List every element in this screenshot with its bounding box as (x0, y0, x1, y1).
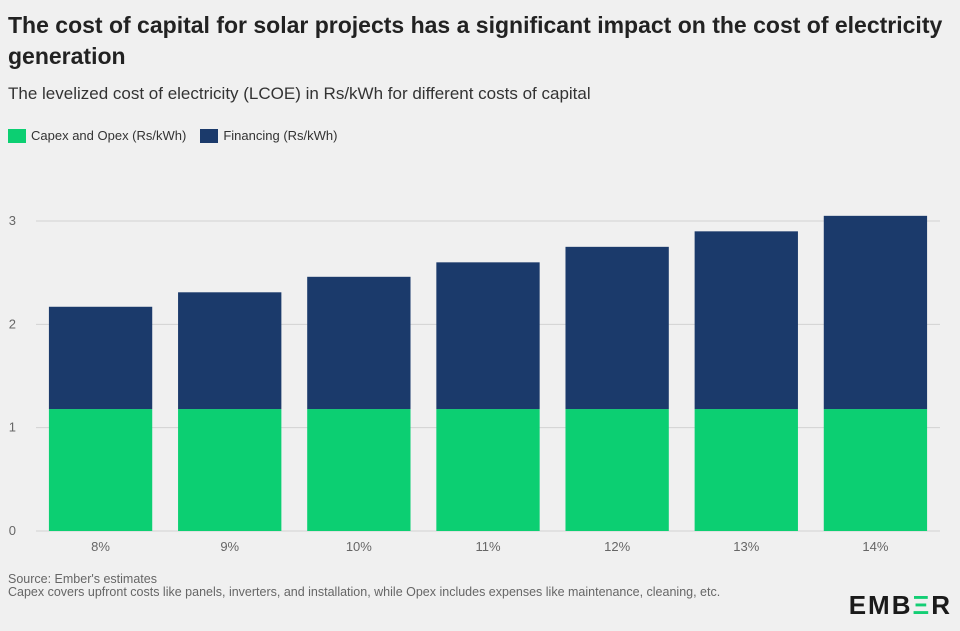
chart-subtitle: The levelized cost of electricity (LCOE)… (8, 84, 591, 103)
bar-capex-9% (178, 409, 282, 531)
y-tick-label: 0 (9, 523, 16, 538)
x-tick-label: 13% (733, 539, 759, 554)
ember-logo: EMBΞR (849, 590, 952, 621)
x-tick-label: 11% (475, 539, 500, 554)
bar-financing-10% (307, 276, 411, 410)
legend-label-capex: Capex and Opex (Rs/kWh) (31, 128, 187, 143)
x-tick-label: 9% (220, 539, 239, 554)
bar-capex-13% (694, 409, 798, 531)
x-tick-label: 12% (604, 539, 630, 554)
legend-item-capex: Capex and Opex (Rs/kWh) (8, 128, 186, 143)
y-tick-label: 2 (9, 316, 16, 331)
bar-financing-12% (565, 246, 669, 410)
chart-footer: Source: Ember's estimates Capex covers u… (8, 573, 808, 599)
bar-financing-13% (694, 231, 798, 410)
legend-swatch-financing (200, 128, 219, 143)
y-tick-label: 3 (9, 213, 16, 228)
legend-swatch-capex (8, 128, 26, 143)
bar-financing-11% (436, 262, 540, 410)
chart-title: The cost of capital for solar projects h… (8, 12, 943, 69)
chart-legend: Capex and Opex (Rs/kWh) Financing (Rs/kW… (8, 128, 351, 143)
bar-capex-10% (307, 409, 411, 531)
bar-capex-8% (48, 409, 153, 531)
bar-financing-8% (48, 306, 153, 410)
source-note: Source: Ember's estimates (8, 572, 157, 586)
x-tick-label: 8% (91, 539, 110, 554)
legend-label-financing: Financing (Rs/kWh) (223, 128, 338, 143)
bar-capex-11% (436, 409, 540, 531)
y-tick-label: 1 (9, 420, 16, 435)
bar-capex-14% (823, 409, 928, 531)
x-tick-label: 10% (346, 539, 372, 554)
definition-note: Capex covers upfront costs like panels, … (8, 585, 721, 599)
legend-item-financing: Financing (Rs/kWh) (200, 128, 337, 143)
bar-capex-12% (565, 409, 669, 531)
stacked-bar-chart: 0 1 2 3 8% 9% 10% 11% 12% 13% 14% (9, 213, 940, 554)
logo-prefix: EMB (848, 590, 913, 620)
bar-financing-14% (823, 215, 928, 410)
logo-suffix: R (931, 590, 952, 620)
x-tick-label: 14% (862, 539, 888, 554)
bar-financing-9% (178, 292, 282, 410)
logo-accent: Ξ (912, 590, 932, 620)
